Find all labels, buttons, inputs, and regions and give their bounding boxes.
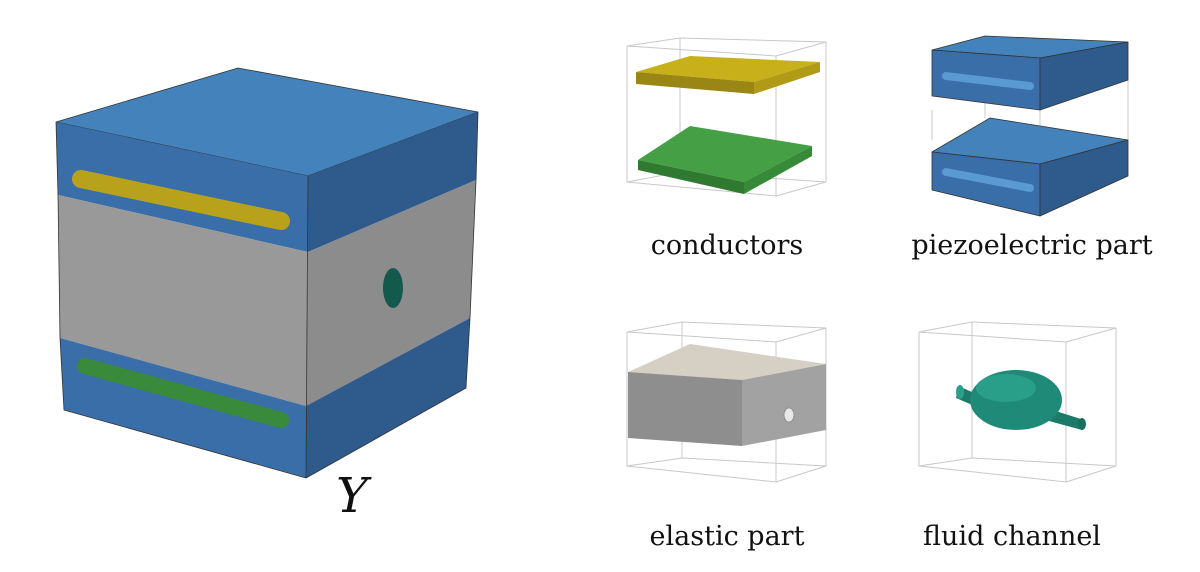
panel-elastic: elastic part — [626, 321, 827, 552]
conductors-bottom-plate — [638, 126, 812, 194]
main-cell-top-conductor — [71, 169, 291, 231]
main-cell-fluid-opening — [383, 268, 403, 308]
panel-conductors: conductors — [626, 37, 827, 261]
piezo-caption: piezoelectric part — [911, 230, 1152, 261]
fluid-caption: fluid channel — [923, 521, 1101, 552]
fluid-bounding-box — [918, 321, 1117, 483]
fluid-channel-shape — [956, 370, 1086, 430]
main-cell: Y — [55, 67, 479, 524]
elastic-block — [628, 344, 826, 446]
main-cell-label: Y — [336, 468, 372, 524]
main-cell-front-elastic — [58, 195, 308, 406]
main-cell-bottom-conductor — [76, 357, 290, 429]
elastic-fluid-hole — [783, 407, 795, 423]
panel-piezoelectric: piezoelectric part — [911, 35, 1153, 261]
main-cell-right-upper-piezo — [308, 112, 478, 252]
piezo-lower-block — [931, 117, 1129, 217]
conductors-top-plate — [636, 56, 820, 94]
piezo-upper-block — [931, 35, 1129, 111]
main-cell-right-lower-piezo — [306, 318, 470, 478]
elastic-caption: elastic part — [650, 521, 805, 552]
conductors-caption: conductors — [651, 230, 803, 261]
panel-fluid: fluid channel — [918, 321, 1117, 552]
